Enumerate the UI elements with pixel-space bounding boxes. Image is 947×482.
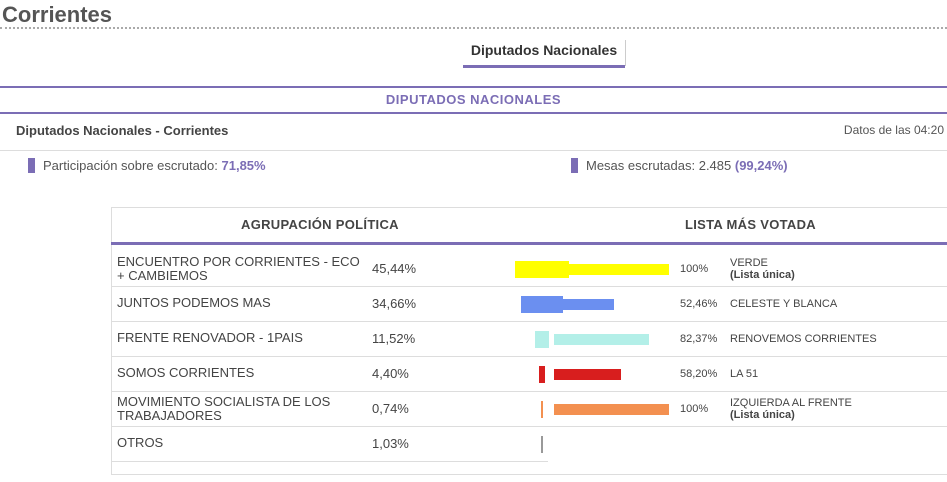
list-share-bar: [554, 298, 615, 310]
header-top-list: LISTA MÁS VOTADA: [685, 217, 816, 232]
tables-label: Mesas escrutadas: 2.485: [586, 158, 732, 173]
list-name: CELESTE Y BLANCA: [730, 298, 837, 310]
list-share-bar: [554, 333, 649, 345]
list-name: IZQUIERDA AL FRENTE (Lista única): [730, 397, 852, 421]
list-note: (Lista única): [730, 408, 795, 421]
party-percentage: 34,66%: [372, 295, 417, 311]
results-table: [111, 207, 947, 475]
party-name: OTROS: [117, 434, 164, 450]
list-name-text: VERDE: [730, 256, 768, 269]
table-header-rule: [111, 242, 947, 245]
party-percentage: 11,52%: [372, 330, 416, 346]
tables-value: (99,24%): [734, 158, 788, 173]
list-name-text: RENOVEMOS CORRIENTES: [730, 332, 877, 345]
page-title: Corrientes: [2, 2, 113, 27]
row-divider: [111, 426, 947, 427]
section-title: DIPUTADOS NACIONALES: [0, 86, 947, 114]
header-party: AGRUPACIÓN POLÍTICA: [241, 217, 399, 232]
tables-stat: Mesas escrutadas: 2.485 (99,24%): [571, 158, 788, 173]
row-divider: [111, 461, 548, 462]
list-percentage: 52,46%: [680, 297, 718, 310]
row-divider: [111, 356, 947, 357]
party-name: MOVIMIENTO SOCIALISTA DE LOS TRABAJADORE…: [117, 393, 331, 423]
party-name: FRENTE RENOVADOR - 1PAIS: [117, 329, 303, 345]
list-percentage: 100%: [680, 402, 709, 415]
party-percentage: 4,40%: [372, 365, 409, 381]
list-share-bar: [554, 368, 621, 380]
list-share-bar: [554, 403, 669, 415]
party-percentage: 45,44%: [372, 260, 417, 276]
row-divider: [111, 286, 947, 287]
participation-label: Participación sobre escrutado:: [43, 158, 218, 173]
party-name: ENCUENTRO POR CORRIENTES - ECO + CAMBIEM…: [117, 253, 360, 283]
row-divider: [111, 321, 947, 322]
list-percentage: 82,37%: [680, 332, 718, 345]
subheader-divider: [0, 150, 947, 151]
party-share-bar: [541, 400, 543, 418]
title-divider: [0, 27, 947, 29]
stat-marker: [28, 158, 35, 173]
list-name: VERDE (Lista única): [730, 257, 795, 281]
party-share-bar: [535, 330, 549, 348]
list-percentage: 58,20%: [680, 367, 718, 380]
party-name: SOMOS CORRIENTES: [117, 364, 255, 380]
party-share-bar: [539, 365, 545, 383]
list-note: (Lista única): [730, 268, 795, 281]
party-name: JUNTOS PODEMOS MAS: [117, 294, 271, 310]
party-percentage: 0,74%: [372, 400, 409, 416]
tab-diputados-nacionales[interactable]: Diputados Nacionales: [463, 38, 626, 68]
results-subtitle: Diputados Nacionales - Corrientes: [16, 123, 229, 138]
list-percentage: 100%: [680, 262, 709, 275]
list-name: LA 51: [730, 368, 758, 380]
list-name-text: CELESTE Y BLANCA: [730, 297, 838, 310]
participation-value: 71,85%: [221, 158, 266, 173]
data-timestamp: Datos de las 04:20: [843, 123, 944, 137]
list-share-bar: [554, 263, 669, 275]
list-name-text: LA 51: [730, 367, 759, 380]
list-name-text: IZQUIERDA AL FRENTE: [730, 396, 852, 409]
participation-stat: Participación sobre escrutado: 71,85%: [28, 158, 266, 173]
row-divider: [111, 391, 947, 392]
stat-marker: [571, 158, 578, 173]
list-name: RENOVEMOS CORRIENTES: [730, 333, 877, 345]
party-share-bar: [541, 435, 543, 453]
party-percentage: 1,03%: [372, 435, 409, 451]
party-share-bar: [521, 295, 563, 313]
